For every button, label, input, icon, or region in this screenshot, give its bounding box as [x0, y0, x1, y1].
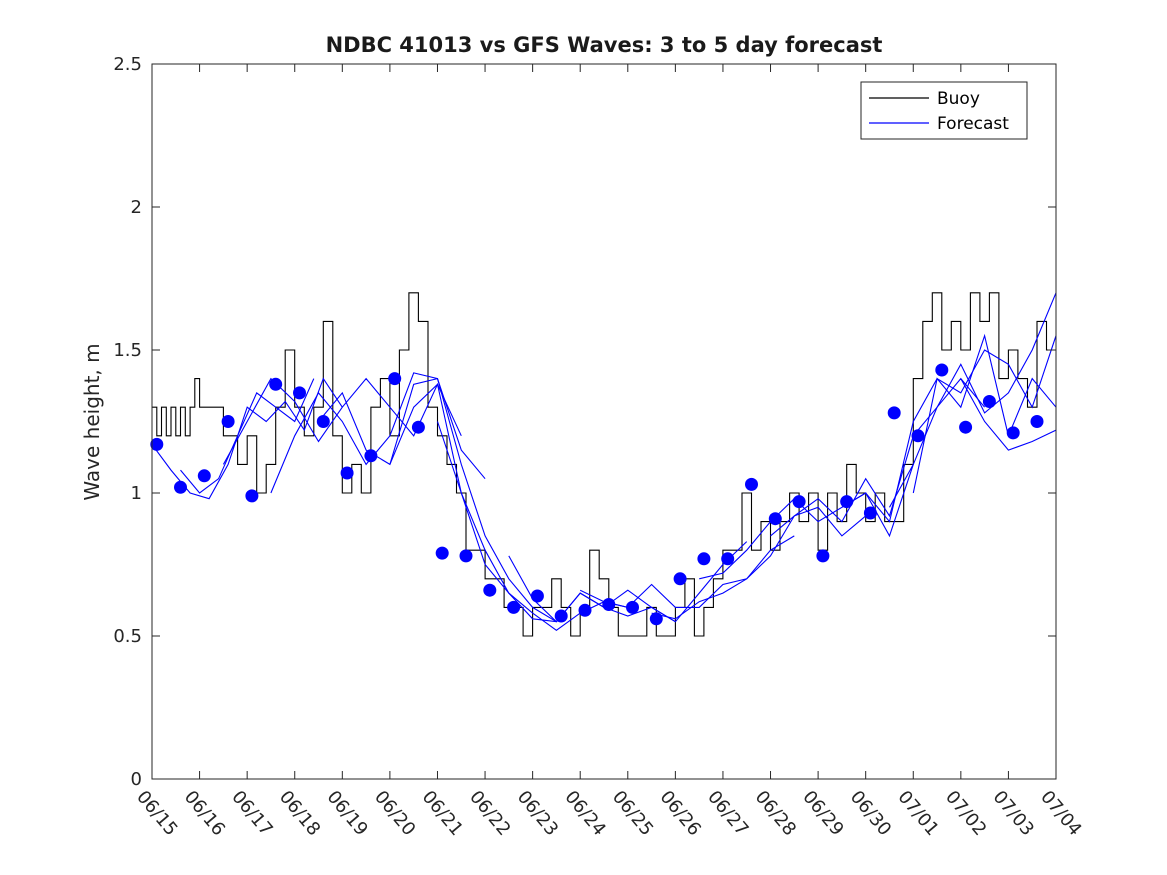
forecast-point — [602, 598, 616, 611]
axes-box — [151, 63, 1057, 780]
buoy-series-line — [152, 292, 1056, 637]
plot-area — [150, 63, 1057, 780]
chart-title: NDBC 41013 vs GFS Waves: 3 to 5 day fore… — [326, 33, 883, 57]
forecast-point — [863, 506, 877, 520]
y-tick-label: 2 — [131, 197, 142, 218]
x-tick-label: 07/03 — [989, 787, 1038, 840]
forecast-series-line-9 — [579, 535, 795, 609]
forecast-point — [649, 612, 663, 626]
forecast-point — [721, 552, 735, 566]
forecast-point — [840, 495, 854, 509]
x-tick-label: 06/29 — [798, 787, 847, 840]
legend-label-buoy: Buoy — [937, 89, 980, 109]
forecast-point — [150, 437, 164, 451]
forecast-point — [673, 572, 687, 586]
x-tick-label: 06/22 — [465, 787, 514, 840]
x-tick-label: 06/25 — [608, 787, 657, 840]
forecast-point — [935, 363, 949, 377]
forecast-point — [459, 549, 473, 563]
forecast-point — [388, 372, 402, 386]
forecast-series-line-10 — [651, 506, 867, 620]
y-tick-label: 0 — [131, 769, 142, 790]
forecast-series-line-3 — [222, 377, 462, 465]
x-tick-label: 06/27 — [703, 787, 752, 840]
forecast-series-line-16 — [960, 378, 1056, 451]
forecast-point — [959, 420, 973, 434]
forecast-point — [745, 477, 758, 491]
legend: Buoy Forecast — [860, 81, 1028, 140]
forecast-point — [411, 420, 425, 434]
forecast-point — [174, 480, 187, 494]
forecast-point — [768, 512, 782, 526]
forecast-point — [1030, 415, 1044, 428]
x-tick-label: 06/18 — [275, 787, 324, 840]
forecast-series-line-4 — [270, 372, 486, 494]
x-tick-label: 06/30 — [846, 787, 895, 840]
x-tick-label: 06/17 — [227, 787, 276, 840]
forecast-series-line-8 — [508, 541, 748, 623]
legend-box — [860, 81, 1028, 140]
forecast-point — [221, 415, 235, 428]
forecast-point — [507, 600, 521, 614]
x-tick-label: 06/23 — [513, 787, 562, 840]
forecast-series-line-14 — [889, 292, 1056, 508]
forecast-series-line-1 — [180, 378, 315, 494]
x-tick-label: 07/01 — [893, 787, 942, 840]
x-tick-label: 07/02 — [941, 787, 990, 840]
forecast-series-line-15 — [912, 333, 1056, 494]
y-tick-label: 1 — [131, 483, 142, 504]
x-tick-label: 07/04 — [1036, 787, 1085, 840]
forecast-series-line-5 — [318, 377, 557, 623]
x-tick-label: 06/21 — [418, 787, 467, 840]
forecast-point — [435, 546, 449, 560]
forecast-point — [293, 386, 306, 400]
forecast-point — [911, 429, 925, 443]
forecast-series-line-13 — [841, 335, 1056, 523]
forecast-point — [269, 377, 283, 391]
forecast-series-line-11 — [699, 464, 914, 580]
forecast-point — [364, 449, 378, 463]
forecast-point — [792, 495, 806, 509]
x-tick-label: 06/15 — [132, 787, 181, 840]
forecast-point — [340, 466, 354, 480]
forecast-point — [887, 406, 901, 420]
y-tick-label: 0.5 — [113, 626, 142, 647]
forecast-point — [554, 609, 568, 623]
y-axis-label: Wave height, m — [80, 343, 104, 500]
x-tick-label: 06/28 — [751, 787, 800, 840]
y-tick-label: 1.5 — [113, 340, 142, 361]
forecast-point — [197, 469, 211, 483]
y-axis: 0 0.5 1 1.5 2 2.5 — [113, 54, 1056, 790]
forecast-point — [816, 549, 830, 563]
forecast-point — [982, 395, 996, 408]
x-tick-label: 06/20 — [370, 787, 419, 840]
x-tick-label: 06/26 — [656, 787, 705, 840]
forecast-point — [316, 415, 330, 428]
forecast-point — [1006, 426, 1020, 440]
forecast-point — [530, 589, 544, 603]
forecast-point — [626, 600, 639, 614]
forecast-point — [697, 552, 711, 566]
x-tick-label: 06/16 — [180, 787, 229, 840]
forecast-series-line-12 — [770, 377, 986, 537]
x-tick-label: 06/19 — [322, 787, 371, 840]
x-tick-label: 06/24 — [560, 787, 609, 840]
y-tick-label: 2.5 — [113, 54, 142, 75]
forecast-point — [245, 489, 259, 503]
legend-label-forecast: Forecast — [937, 114, 1009, 134]
forecast-point — [483, 583, 497, 597]
forecast-point — [578, 603, 592, 617]
